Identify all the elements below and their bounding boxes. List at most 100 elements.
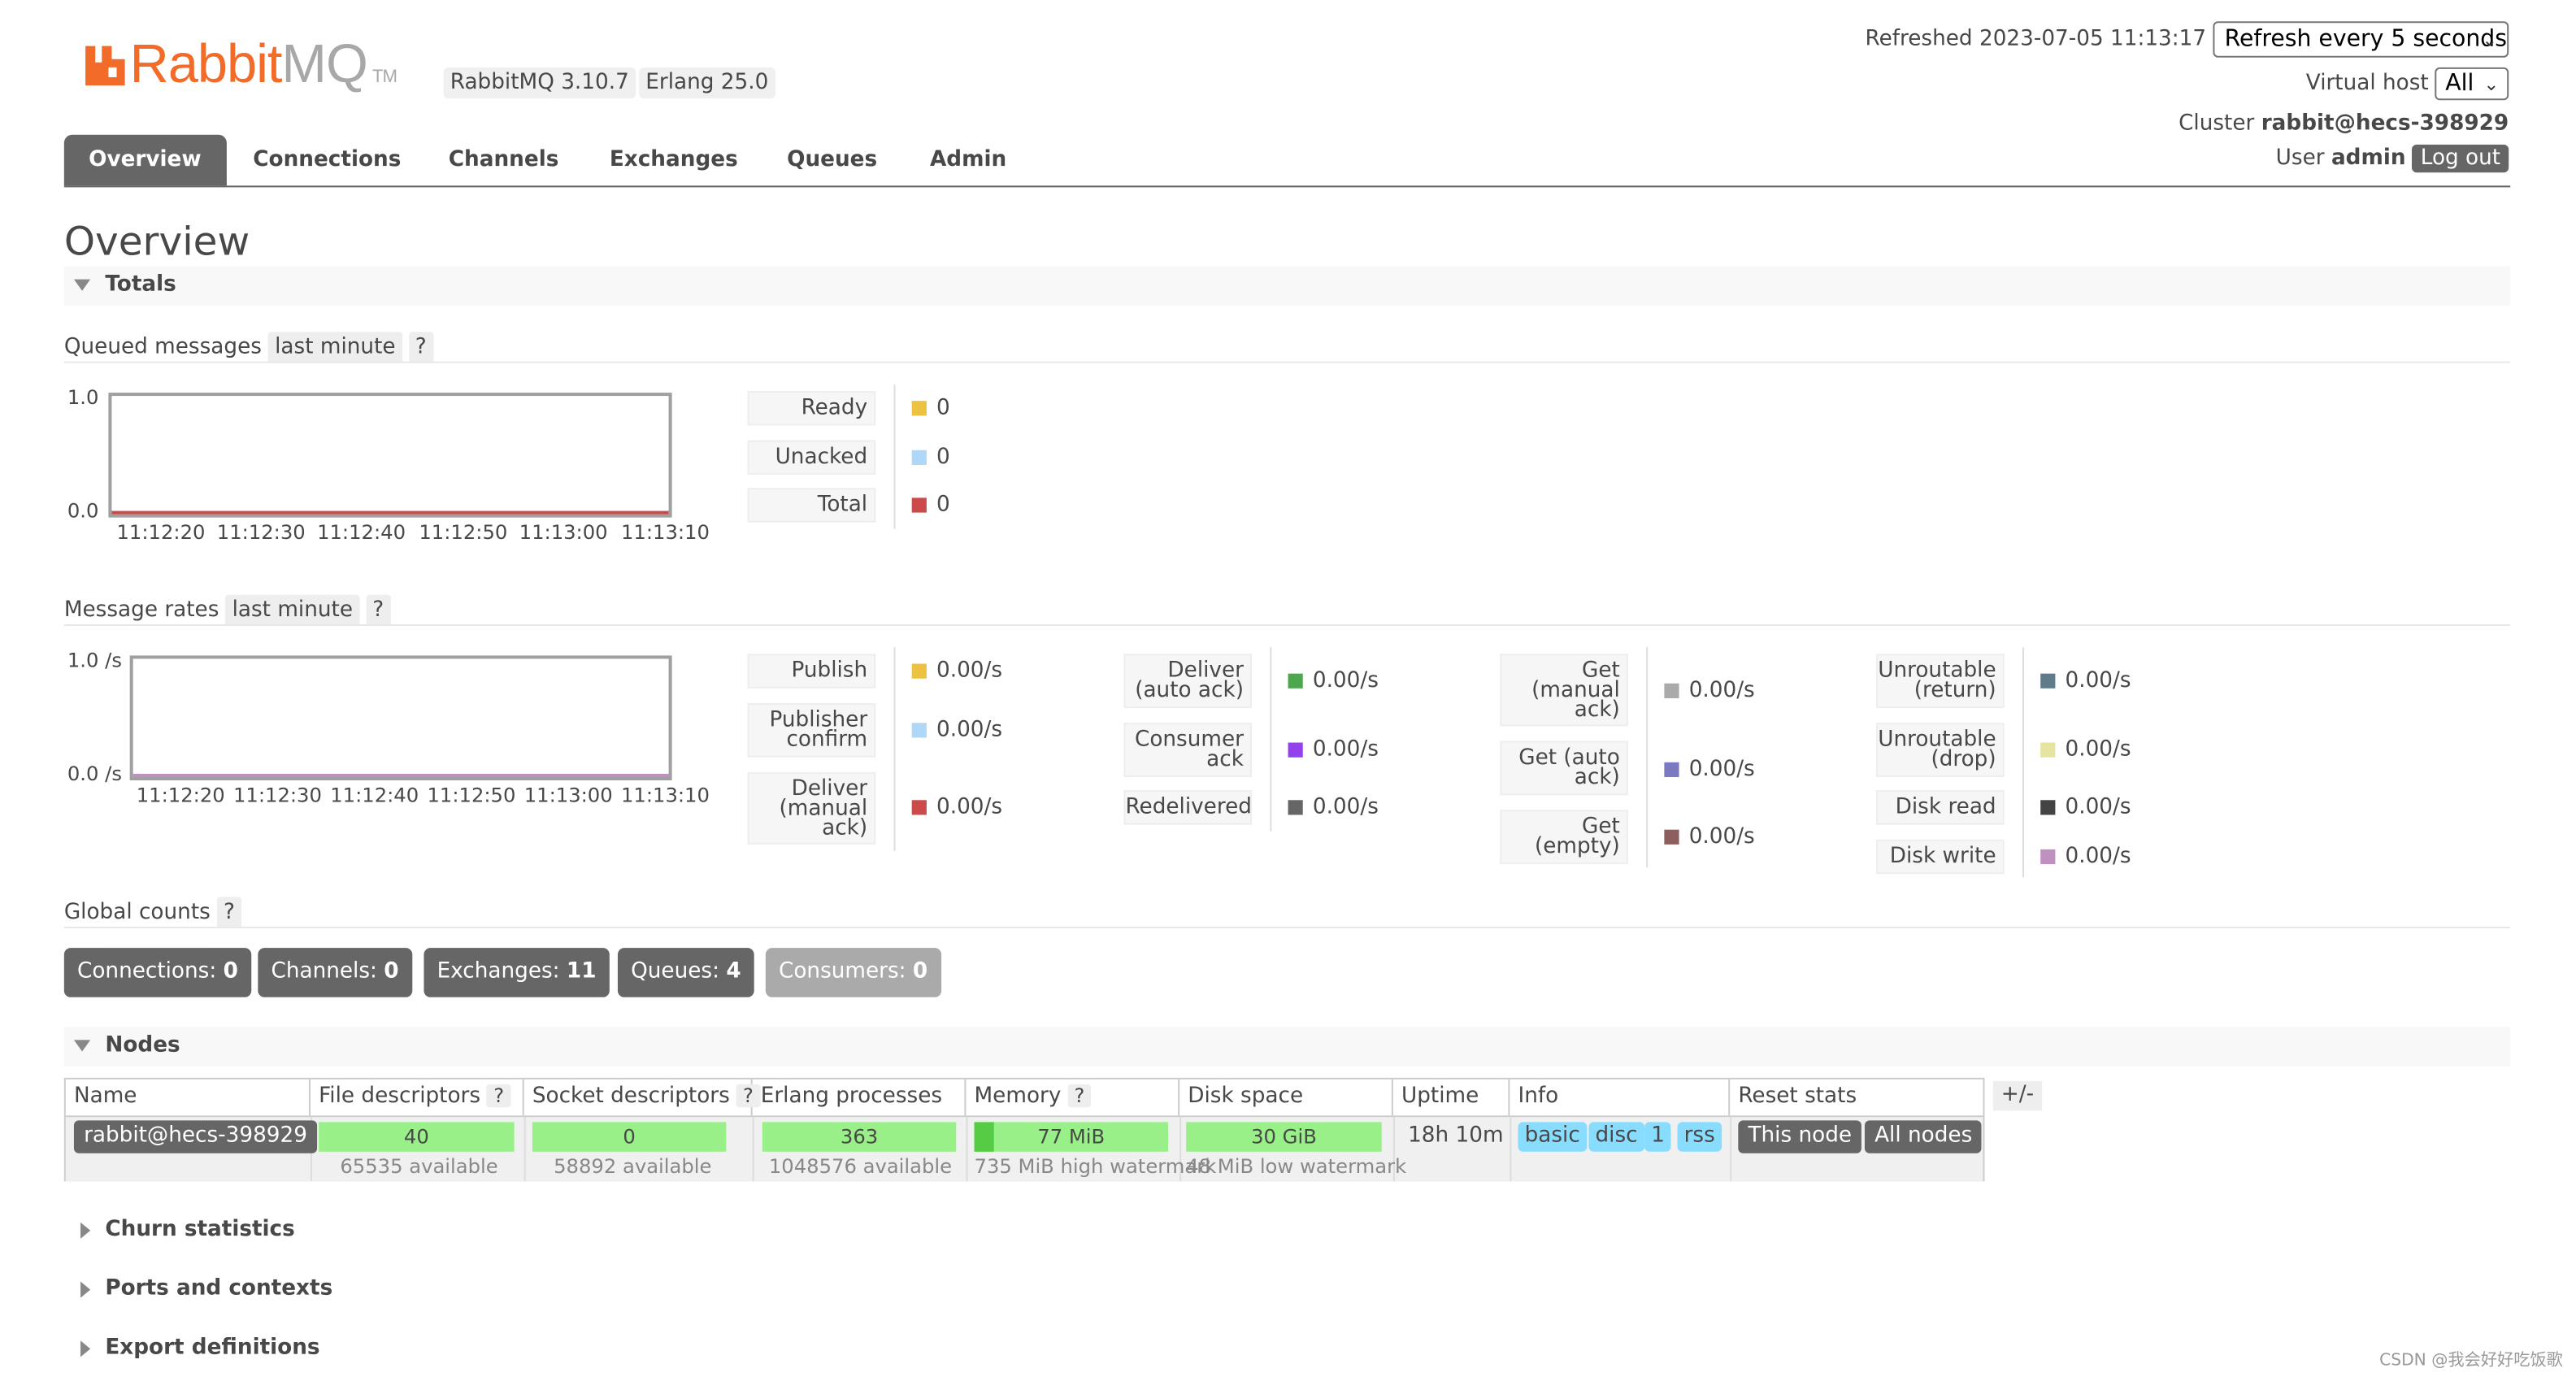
ports-and-contexts-toggle[interactable]: Ports and contexts bbox=[64, 1275, 721, 1307]
rates-help-button[interactable]: ? bbox=[366, 594, 391, 627]
get-auto-rate: 0.00/s bbox=[1688, 757, 1755, 783]
unroutable-drop-color-swatch bbox=[2040, 742, 2056, 758]
user-name: admin bbox=[2331, 146, 2406, 172]
tab-channels[interactable]: Channels bbox=[448, 147, 559, 173]
total-value: 0 bbox=[936, 493, 950, 518]
ports-and-contexts-label: Ports and contexts bbox=[105, 1276, 333, 1301]
queued-y-max: 1.0 bbox=[67, 385, 99, 410]
fd-help-button[interactable]: ? bbox=[487, 1084, 511, 1108]
message-rates-title: Message rates bbox=[63, 597, 219, 623]
churn-statistics-toggle[interactable]: Churn statistics bbox=[64, 1216, 721, 1249]
cluster-row: Cluster rabbit@hecs-398929 bbox=[2179, 111, 2509, 136]
nodes-section-label: Nodes bbox=[105, 1033, 180, 1058]
deliver-auto-color-swatch bbox=[1288, 673, 1303, 688]
cluster-label: Cluster bbox=[2179, 111, 2255, 137]
exchanges-count-button[interactable]: Exchanges: 11 bbox=[424, 948, 610, 997]
col-header-erlang-processes[interactable]: Erlang processes bbox=[753, 1079, 967, 1116]
legend-get-manual-ack: Get (manual ack) bbox=[1500, 654, 1628, 727]
divider bbox=[63, 361, 2511, 363]
reset-this-node-button[interactable]: This node bbox=[1738, 1120, 1862, 1153]
info-badge-basic: basic bbox=[1518, 1122, 1587, 1152]
tab-connections[interactable]: Connections bbox=[253, 147, 402, 173]
legend-publisher-confirm: Publisher confirm bbox=[747, 703, 876, 758]
col-header-uptime[interactable]: Uptime bbox=[1393, 1079, 1510, 1116]
queues-count-button[interactable]: Queues: 4 bbox=[617, 948, 754, 997]
col-header-disk-space[interactable]: Disk space bbox=[1179, 1079, 1393, 1116]
col-header-reset-stats[interactable]: Reset stats bbox=[1738, 1084, 1857, 1110]
info-badge-rss: rss bbox=[1677, 1122, 1722, 1152]
divider bbox=[1179, 1117, 1182, 1182]
divider bbox=[893, 647, 896, 851]
memory-help-button[interactable]: ? bbox=[1067, 1084, 1092, 1108]
message-rates-heading: Message rates last minute? bbox=[63, 594, 391, 627]
divider bbox=[1270, 647, 1272, 832]
logo-text-rabbit: Rabbit bbox=[129, 33, 283, 94]
col-header-file-descriptors[interactable]: File descriptors? bbox=[311, 1079, 524, 1116]
redelivered-rate: 0.00/s bbox=[1312, 795, 1379, 820]
disk-space-bar: 30 GiB bbox=[1186, 1122, 1382, 1152]
deliver-manual-color-swatch bbox=[911, 800, 927, 815]
consumers-count-button[interactable]: Consumers: 0 bbox=[765, 948, 941, 997]
memory-bar-fill bbox=[974, 1122, 995, 1152]
legend-consumer-ack: Consumer ack bbox=[1123, 723, 1253, 777]
legend-disk-write: Disk write bbox=[1876, 839, 2005, 875]
tab-exchanges[interactable]: Exchanges bbox=[609, 147, 738, 173]
export-definitions-toggle[interactable]: Export definitions bbox=[64, 1334, 721, 1366]
queued-total-series-line bbox=[111, 510, 669, 515]
connections-count-button[interactable]: Connections: 0 bbox=[63, 948, 252, 997]
deliver-auto-rate: 0.00/s bbox=[1312, 668, 1379, 693]
sd-help-button[interactable]: ? bbox=[736, 1084, 760, 1108]
user-row: User admin Log out bbox=[2276, 144, 2509, 173]
ep-available: 1048576 available bbox=[768, 1154, 953, 1179]
count-value: 4 bbox=[726, 959, 741, 984]
tab-admin[interactable]: Admin bbox=[929, 147, 1007, 173]
legend-deliver-manual-ack: Deliver (manual ack) bbox=[747, 771, 876, 845]
totals-section-toggle[interactable]: Totals bbox=[63, 266, 2511, 306]
x-tick: 11:12:50 bbox=[427, 784, 516, 807]
global-counts-help-button[interactable]: ? bbox=[216, 897, 242, 928]
rates-range-select[interactable]: last minute bbox=[225, 594, 360, 627]
global-counts-heading: Global counts? bbox=[64, 897, 242, 928]
col-header-name[interactable]: Name bbox=[66, 1079, 311, 1116]
publisher-confirm-color-swatch bbox=[911, 723, 927, 738]
logout-button[interactable]: Log out bbox=[2412, 144, 2509, 173]
sd-available: 58892 available bbox=[554, 1154, 712, 1179]
divider bbox=[63, 624, 2511, 627]
legend-total: Total bbox=[747, 488, 876, 523]
info-badge-count: 1 bbox=[1644, 1122, 1672, 1152]
reset-all-nodes-button[interactable]: All nodes bbox=[1864, 1120, 1983, 1153]
disk-write-color-swatch bbox=[2040, 849, 2056, 865]
col-header-socket-descriptors[interactable]: Socket descriptors? bbox=[524, 1079, 760, 1116]
tab-queues[interactable]: Queues bbox=[787, 147, 878, 173]
legend-get-auto-ack: Get (auto ack) bbox=[1500, 741, 1628, 796]
col-header-memory[interactable]: Memory? bbox=[966, 1079, 1180, 1116]
caret-down-icon bbox=[73, 279, 91, 291]
consumer-ack-color-swatch bbox=[1288, 742, 1303, 758]
col-header-info[interactable]: Info bbox=[1510, 1079, 1731, 1116]
vhost-select[interactable]: All ⌄ bbox=[2435, 67, 2509, 101]
divider bbox=[63, 926, 2511, 928]
unroutable-return-rate: 0.00/s bbox=[2065, 668, 2131, 693]
caret-right-icon bbox=[80, 1222, 91, 1239]
tab-overview[interactable]: Overview bbox=[63, 134, 226, 186]
info-badge-disc: disc bbox=[1588, 1122, 1644, 1152]
uptime-value: 18h 10m bbox=[1408, 1123, 1504, 1149]
disk-low-watermark: 48 MiB low watermark bbox=[1186, 1154, 1407, 1179]
queued-range-select[interactable]: last minute bbox=[268, 332, 402, 363]
channels-count-button[interactable]: Channels: 0 bbox=[258, 948, 412, 997]
refreshed-label: Refreshed bbox=[1865, 27, 1973, 52]
toggle-columns-button[interactable]: +/- bbox=[1992, 1080, 2043, 1111]
x-tick: 11:13:00 bbox=[523, 784, 613, 807]
count-label: Exchanges: bbox=[437, 959, 560, 984]
get-manual-rate: 0.00/s bbox=[1688, 678, 1755, 704]
get-manual-color-swatch bbox=[1664, 683, 1679, 698]
node-name-link[interactable]: rabbit@hecs-398929 bbox=[73, 1120, 318, 1153]
x-tick: 11:13:10 bbox=[620, 520, 710, 544]
refresh-interval-select[interactable]: Refresh every 5 seconds ⌄ bbox=[2213, 21, 2509, 58]
logo-text-mq: MQ bbox=[281, 33, 367, 94]
queued-help-button[interactable]: ? bbox=[408, 332, 433, 363]
rates-series-line bbox=[132, 773, 669, 777]
nodes-section-toggle[interactable]: Nodes bbox=[63, 1027, 2511, 1066]
unacked-color-swatch bbox=[911, 450, 927, 465]
divider bbox=[893, 384, 896, 529]
